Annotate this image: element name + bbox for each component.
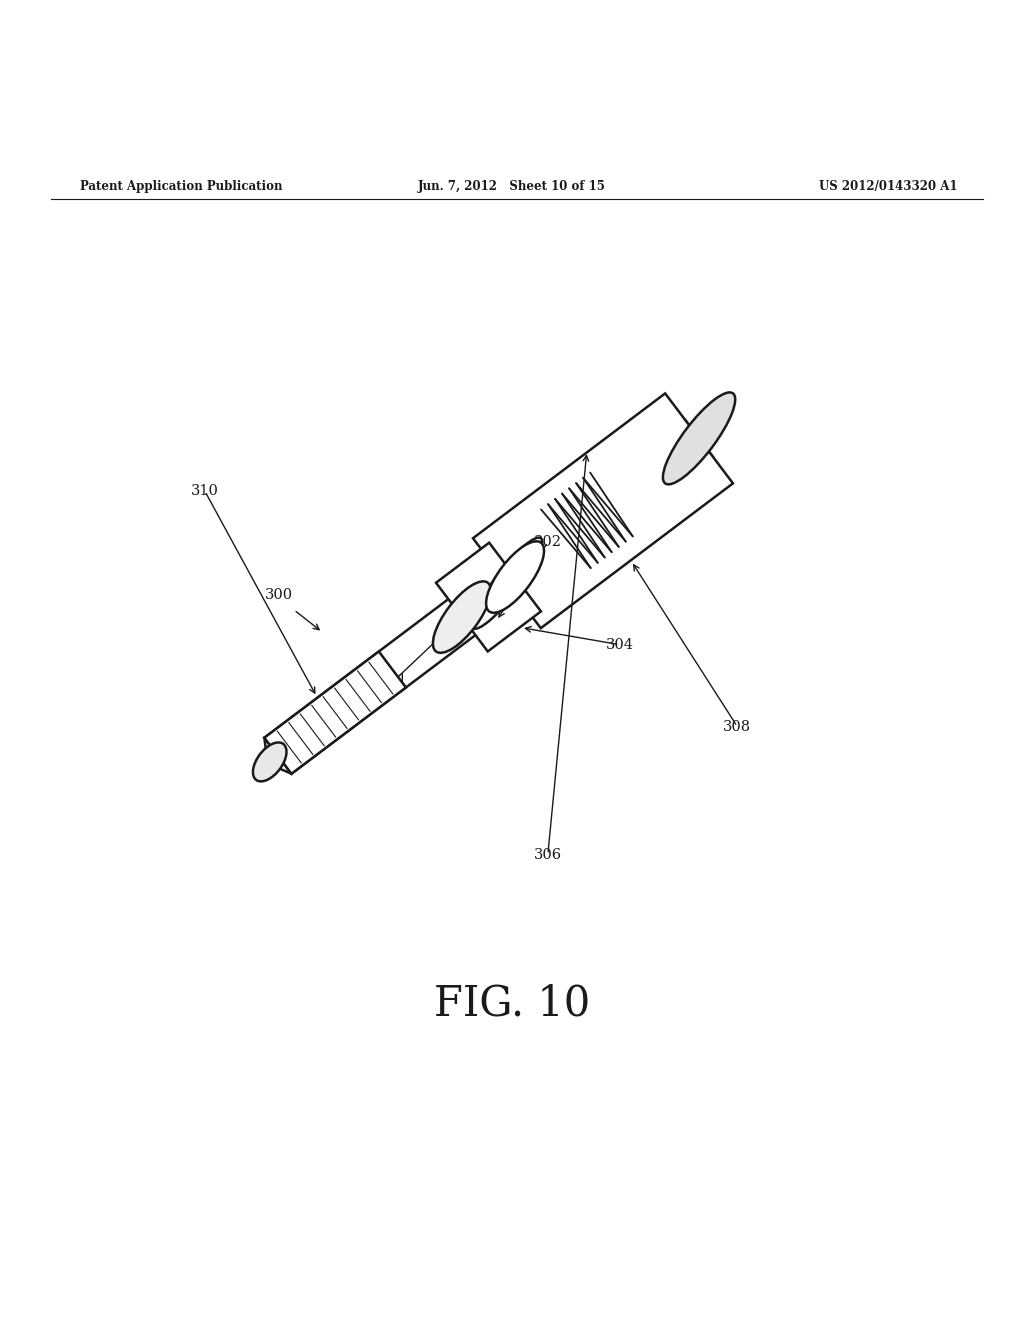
Polygon shape [264,652,406,774]
Polygon shape [473,393,733,628]
Text: Patent Application Publication: Patent Application Publication [80,181,283,194]
Text: 310: 310 [190,484,219,498]
Ellipse shape [253,742,287,781]
Text: Jun. 7, 2012   Sheet 10 of 15: Jun. 7, 2012 Sheet 10 of 15 [418,181,606,194]
Text: 300: 300 [264,589,293,602]
Text: 301: 301 [380,673,409,688]
Ellipse shape [472,537,542,628]
Polygon shape [436,543,541,652]
Text: FIG. 10: FIG. 10 [434,982,590,1024]
Ellipse shape [433,581,490,653]
Ellipse shape [486,541,544,612]
Text: 304: 304 [605,638,634,652]
Text: 308: 308 [723,719,752,734]
Ellipse shape [663,392,735,484]
Text: 306: 306 [534,847,562,862]
Polygon shape [264,420,713,774]
Text: 302: 302 [534,535,562,549]
Text: US 2012/0143320 A1: US 2012/0143320 A1 [819,181,957,194]
